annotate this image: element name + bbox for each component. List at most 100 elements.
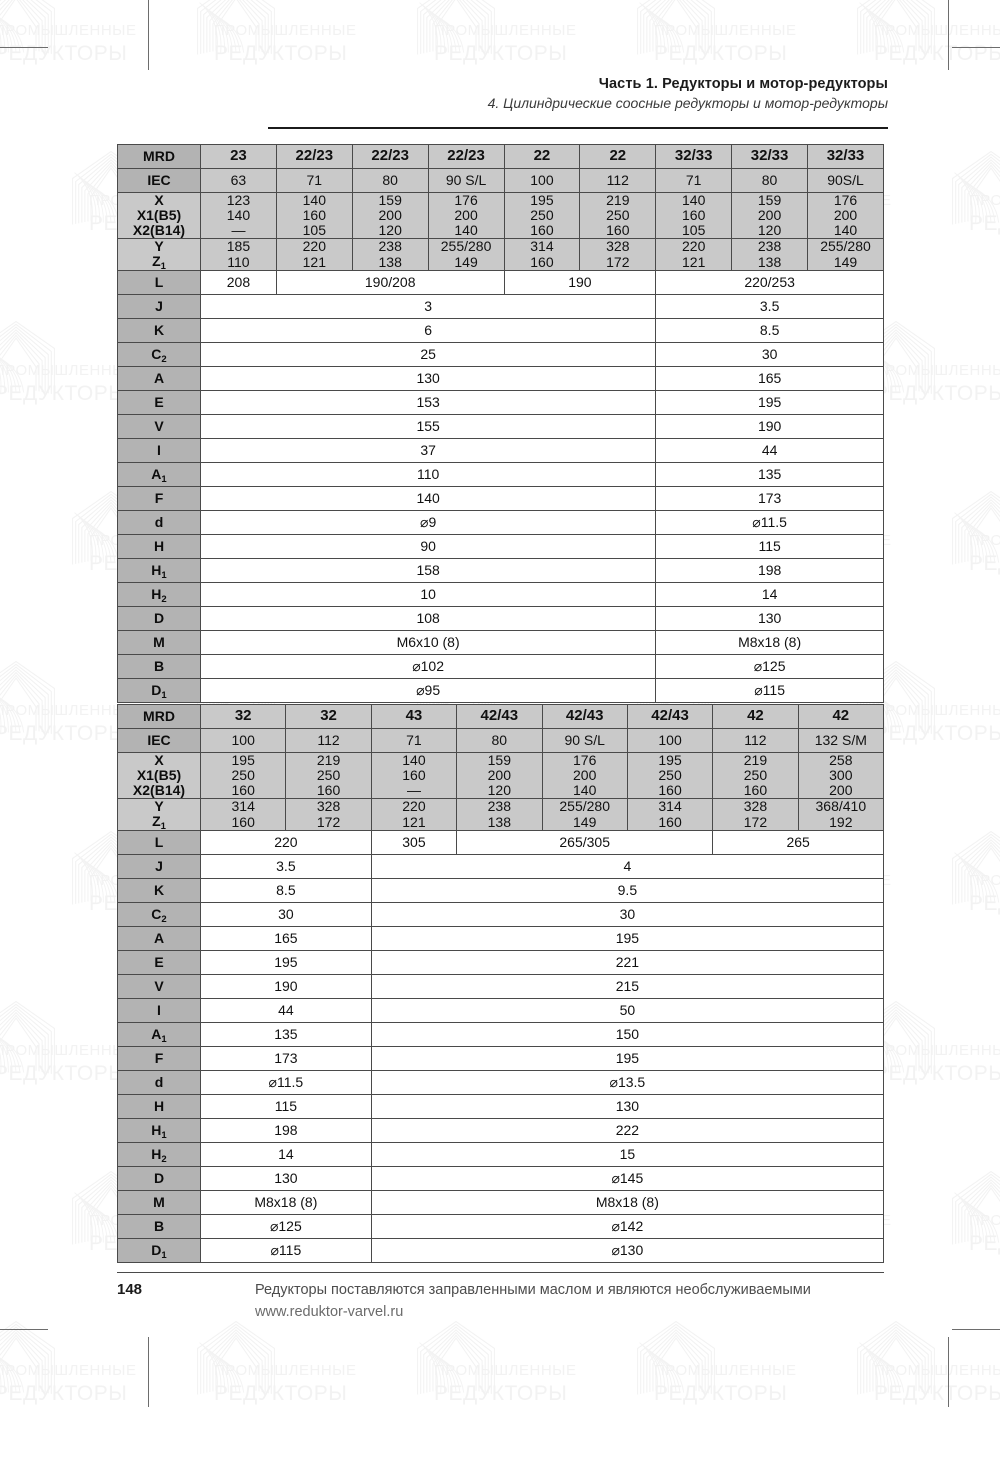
cell-x-2-0: 140 bbox=[402, 752, 426, 768]
cell-e-right: 221 bbox=[370, 949, 885, 975]
table-row-c2: C2 25 30 bbox=[117, 341, 884, 367]
cell-x-group-2: 140 160— bbox=[370, 751, 458, 800]
table-row-h2: H2 14 15 bbox=[117, 1141, 885, 1167]
cell-y-8-0: 255/280 bbox=[820, 238, 871, 255]
cell-h2-left: 14 bbox=[200, 1141, 372, 1167]
cell-y-2-0: 238 bbox=[378, 238, 402, 255]
cell-l-2: 265/305 bbox=[456, 829, 714, 855]
cell-h1-left: 198 bbox=[200, 1117, 372, 1143]
cell-j-left: 3 bbox=[199, 293, 657, 319]
crop-mark-bottom-right-v bbox=[948, 1337, 949, 1407]
row-label-y-0: Y bbox=[154, 798, 164, 815]
cell-y-7-1: 138 bbox=[757, 253, 782, 270]
cell-h1-right: 222 bbox=[370, 1117, 885, 1143]
cell-e-right: 195 bbox=[655, 389, 884, 415]
cell-y-group-1: 220 121 bbox=[275, 238, 353, 271]
cell-h1-right: 198 bbox=[655, 557, 884, 583]
table-row-h1: H1 158 198 bbox=[117, 557, 884, 583]
cell-y-5-0: 314 bbox=[658, 798, 682, 815]
cell-f-left: 140 bbox=[199, 485, 657, 511]
cell-x-5-0: 195 bbox=[658, 752, 682, 768]
cell-a-left: 165 bbox=[200, 925, 372, 951]
cell-iec-5: 112 bbox=[579, 168, 657, 193]
cell-iec-5: 100 bbox=[626, 728, 714, 753]
cell-x-2-0: 159 bbox=[378, 192, 402, 208]
cell-j-right: 3.5 bbox=[655, 293, 884, 319]
footer-divider bbox=[117, 1272, 884, 1273]
row-label-x-0: X bbox=[154, 192, 164, 208]
row-label-f: F bbox=[117, 1045, 201, 1071]
cell-d-right: ⌀145 bbox=[370, 1165, 885, 1191]
cell-mrd-3: 42/43 bbox=[456, 704, 543, 729]
table-row-d: D 108 130 bbox=[117, 605, 884, 631]
cell-y-4-0: 314 bbox=[530, 238, 554, 255]
cell-y-3-0: 255/280 bbox=[440, 238, 492, 255]
cell-y-1-1: 172 bbox=[316, 813, 341, 830]
cell-y-group-4: 255/280 149 bbox=[541, 798, 628, 831]
cell-x-7-1: 300 bbox=[829, 767, 853, 784]
table-row-a: A 130 165 bbox=[117, 365, 884, 391]
row-label-a: A bbox=[117, 365, 201, 391]
row-label-x-2: X2(B14) bbox=[132, 222, 186, 239]
watermark-line2: РЕДУКТОРЫ bbox=[874, 1382, 1000, 1405]
cell-iec-4: 100 bbox=[503, 168, 581, 193]
cell-f-left: 173 bbox=[200, 1045, 372, 1071]
cell-d-left: ⌀11.5 bbox=[200, 1069, 372, 1095]
cell-h-right: 130 bbox=[370, 1093, 885, 1119]
row-label-l: L bbox=[117, 269, 201, 295]
table-row-y-group: Y Z1 185 110 220 121 238 138 255/280 149 314 160 328… bbox=[117, 238, 884, 272]
cell-y-1-0: 328 bbox=[316, 798, 341, 815]
cell-x-1-0: 140 bbox=[302, 192, 326, 208]
cell-k-left: 6 bbox=[199, 317, 657, 343]
cell-mrd-1: 22/23 bbox=[275, 144, 353, 169]
cell-x-1-2: 160 bbox=[316, 782, 341, 799]
cell-x-5-2: 160 bbox=[658, 782, 682, 799]
cell-x-4-0: 195 bbox=[530, 192, 554, 208]
cell-d1-right: ⌀130 bbox=[370, 1237, 885, 1263]
row-label-a1: A1 bbox=[117, 461, 201, 487]
table-row-k: K 6 8.5 bbox=[117, 317, 884, 343]
row-label-x-2: X2(B14) bbox=[132, 782, 186, 799]
row-label-c2: C2 bbox=[117, 901, 201, 927]
cell-x-6-1: 250 bbox=[743, 767, 768, 784]
cell-x-3-0: 176 bbox=[454, 192, 478, 208]
cell-y-1-0: 220 bbox=[302, 238, 326, 255]
cell-x-8-0: 176 bbox=[833, 192, 858, 208]
row-label-h1: H1 bbox=[117, 557, 201, 583]
cell-x-group-2: 159 200 120 bbox=[351, 191, 429, 240]
row-label-d: D bbox=[117, 605, 201, 631]
cell-a1-right: 150 bbox=[370, 1021, 885, 1047]
cell-j-right: 4 bbox=[370, 853, 885, 879]
cell-x-1-1: 250 bbox=[316, 767, 341, 784]
footer-note: Редукторы поставляются заправленными мас… bbox=[255, 1282, 811, 1298]
cell-y-group-6: 220 121 bbox=[655, 238, 733, 271]
cell-y-3-1: 149 bbox=[454, 253, 478, 270]
row-label-c2: C2 bbox=[117, 341, 201, 367]
cell-x-1-2: 105 bbox=[302, 222, 326, 239]
table-row-i: I 44 50 bbox=[117, 997, 885, 1023]
table-row-mrd: MRD 32 32 43 42/43 42/43 42/43 42 42 bbox=[117, 704, 885, 729]
cell-x-group-6: 219 250 160 bbox=[712, 751, 799, 800]
cell-x-0-0: 195 bbox=[231, 752, 255, 768]
cell-y-4-1: 149 bbox=[573, 813, 597, 830]
cell-a1-left: 110 bbox=[199, 461, 657, 487]
watermark-line2: РЕДУКТОРЫ bbox=[434, 1382, 568, 1405]
watermark-line2: РЕДУКТОРЫ bbox=[0, 1382, 128, 1405]
cell-x-6-2: 105 bbox=[682, 222, 706, 239]
table-row-e: E 153 195 bbox=[117, 389, 884, 415]
cell-y-group-3: 255/280 149 bbox=[427, 238, 505, 271]
cell-x-group-7: 159 200 120 bbox=[731, 191, 808, 240]
cell-h2-right: 14 bbox=[655, 581, 884, 607]
table-row-a: A 165 195 bbox=[117, 925, 885, 951]
row-label-a: A bbox=[117, 925, 201, 951]
table-row-l: L 220 305 265/305 265 bbox=[117, 829, 884, 855]
table-row-l: L 208 190/208 190 220/253 bbox=[117, 269, 884, 295]
document-header: Часть 1. Редукторы и мотор-редукторы 4. … bbox=[268, 76, 888, 111]
cell-x-5-2: 160 bbox=[606, 222, 630, 239]
table-row-d: D 130 ⌀145 bbox=[117, 1165, 885, 1191]
row-label-a1: A1 bbox=[117, 1021, 201, 1047]
cell-mrd-5: 22 bbox=[579, 144, 657, 169]
cell-iec-1: 71 bbox=[275, 168, 353, 193]
cell-iec-2: 71 bbox=[370, 728, 458, 753]
cell-x-group-4: 176 200 140 bbox=[541, 751, 628, 800]
